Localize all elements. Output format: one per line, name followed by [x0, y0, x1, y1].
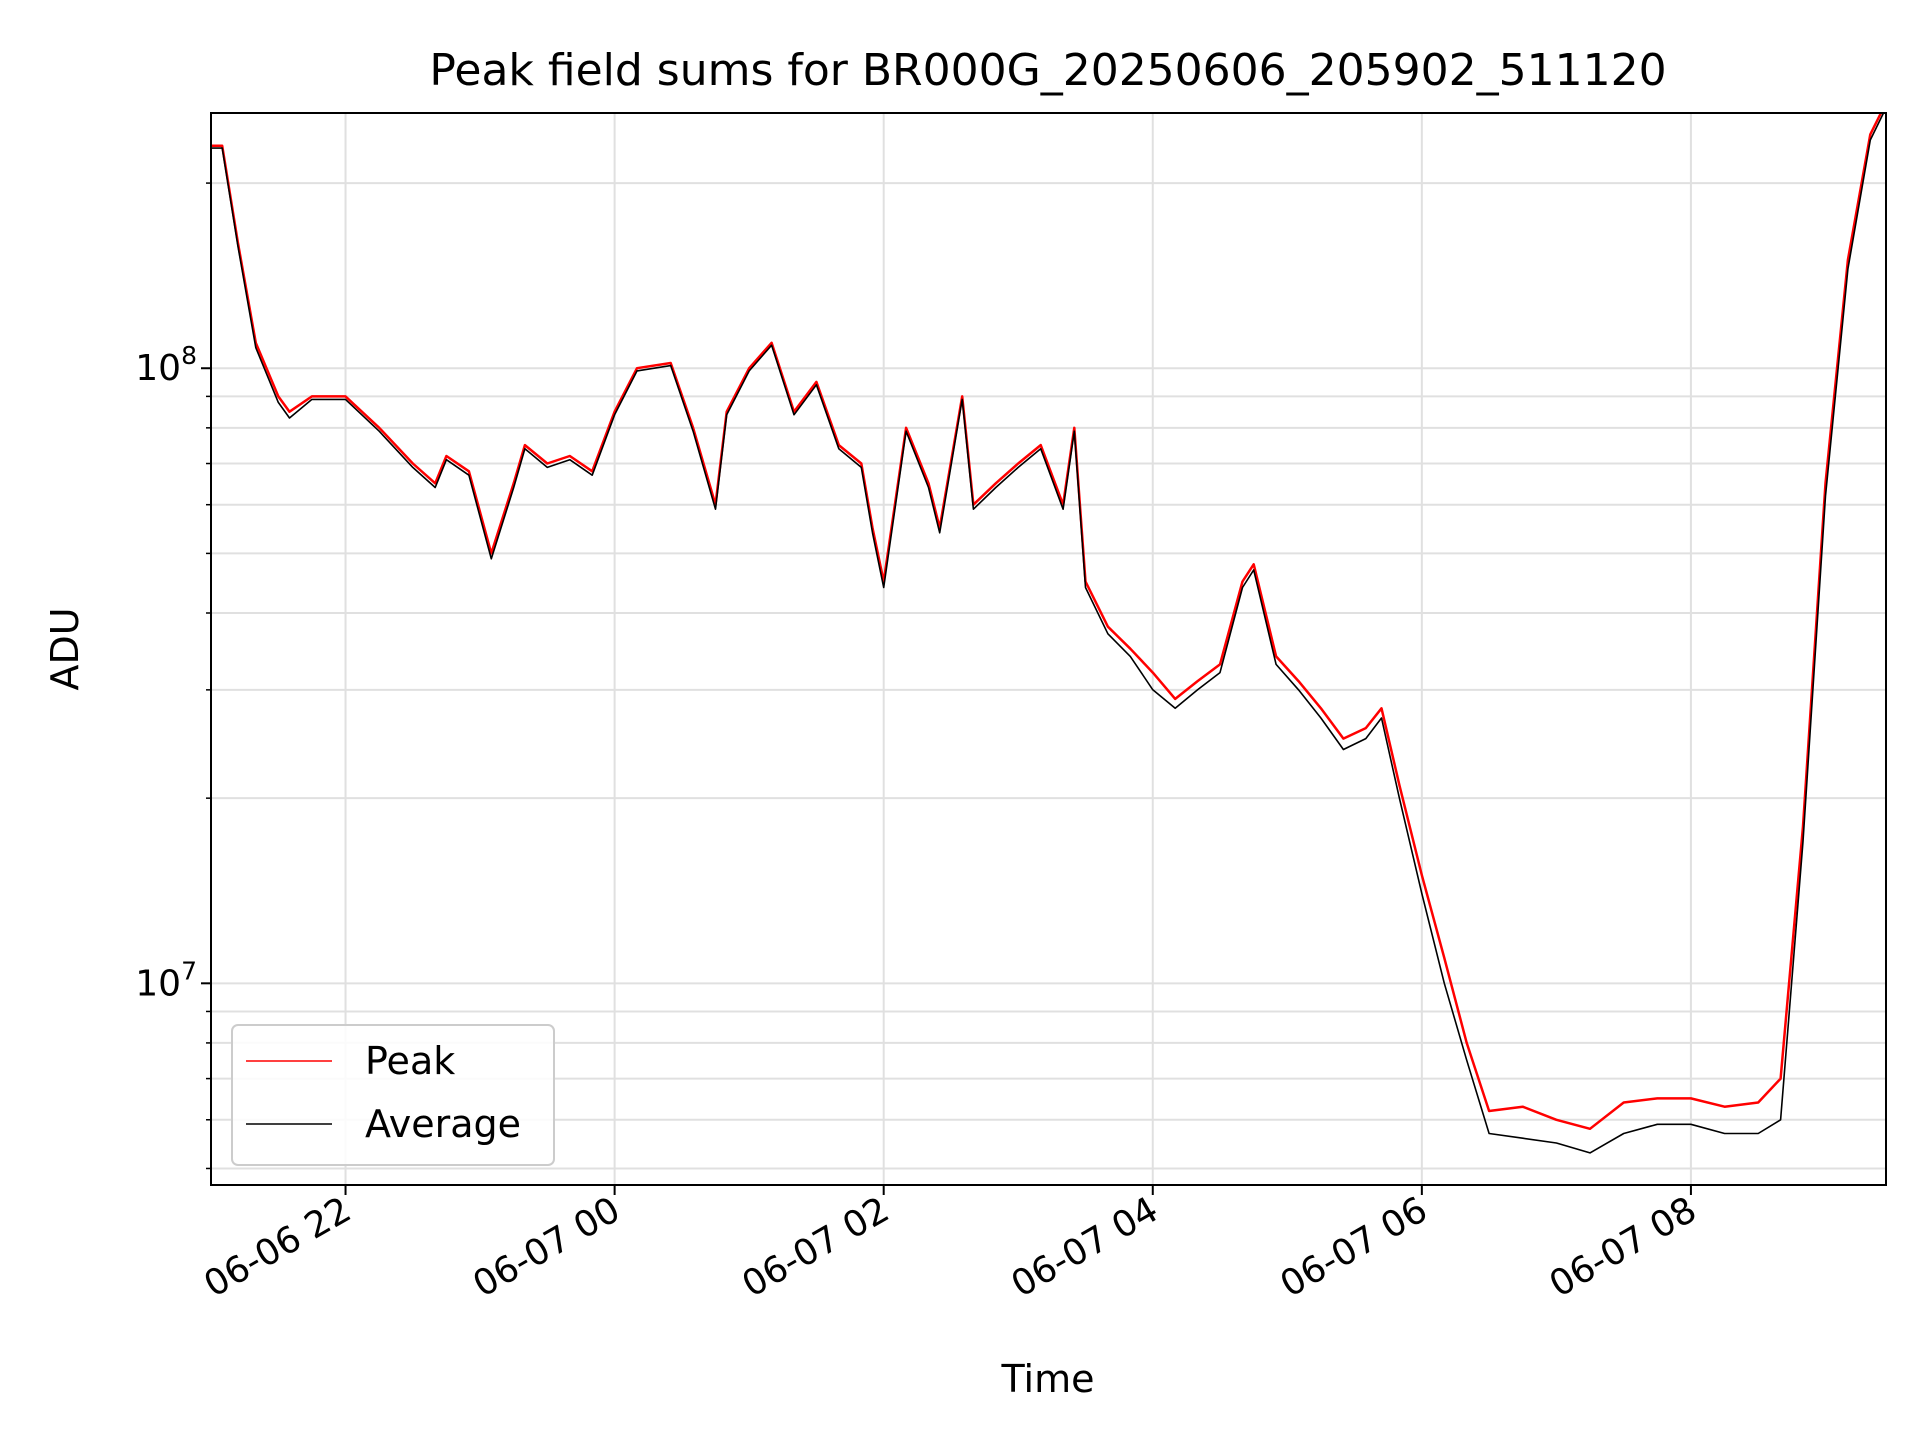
- series-group: [211, 113, 1885, 1154]
- legend-box: [231, 1024, 555, 1166]
- series-line-peak: [211, 113, 1883, 1131]
- chart-title: Peak field sums for BR000G_20250606_2059…: [429, 45, 1666, 96]
- legend-peak-label: Peak: [365, 1039, 455, 1083]
- y-tick-label: 108: [135, 341, 197, 389]
- legend: Peak Average: [231, 1024, 555, 1166]
- x-axis-label: Time: [1001, 1357, 1095, 1401]
- y-tick-label: 107: [135, 956, 197, 1004]
- series-line-average: [211, 113, 1885, 1154]
- y-axis-label: ADU: [43, 607, 87, 690]
- legend-average-label: Average: [365, 1102, 521, 1146]
- plot-frame: [210, 112, 1887, 1186]
